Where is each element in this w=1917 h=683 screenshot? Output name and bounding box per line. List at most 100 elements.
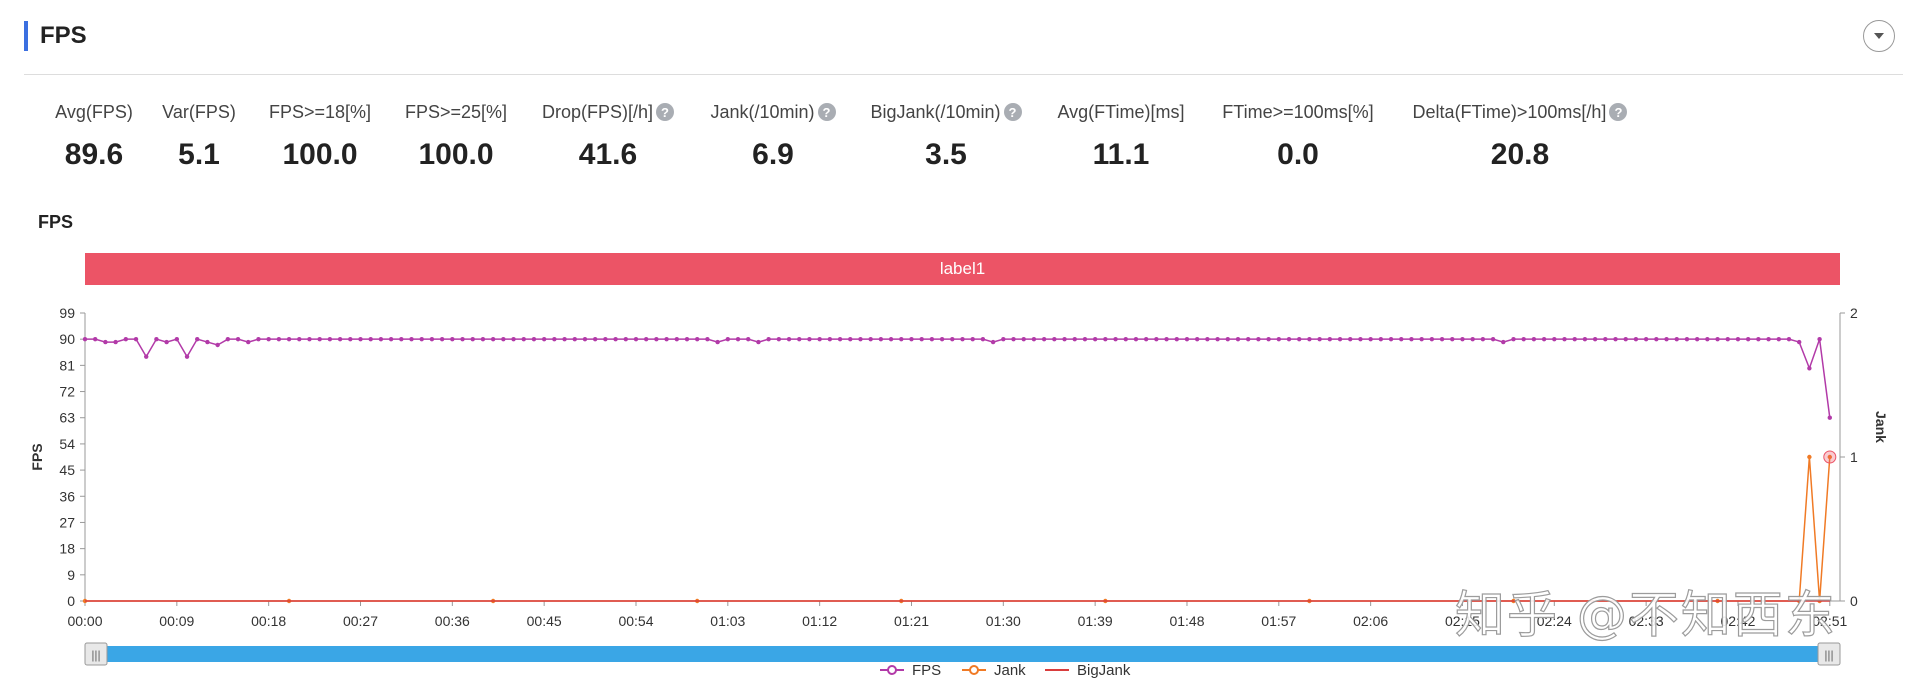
data-point [511,336,516,342]
data-point [1603,336,1608,342]
data-point [960,336,965,342]
help-icon[interactable]: ? [1609,103,1628,121]
x-tick-label: 01:57 [1261,613,1296,629]
data-point [103,339,108,345]
x-tick-label: 02:42 [1720,613,1755,629]
data-point [868,336,873,342]
data-point [1256,336,1261,342]
data-point [1674,336,1679,342]
data-point [1297,336,1302,342]
data-point [603,336,608,342]
metric-value: 41.6 [578,138,638,171]
help-icon[interactable]: ? [817,103,836,121]
help-icon[interactable]: ? [1003,103,1022,121]
data-point [1633,336,1639,342]
y-tick-label: 27 [59,514,75,530]
data-point [746,336,751,342]
data-point [817,336,822,342]
data-point [297,336,302,342]
y2-tick-label: 0 [1850,593,1858,609]
x-tick-label: 00:09 [159,613,194,629]
data-point [1103,336,1108,342]
metric-label: Var(FPS) [162,101,236,122]
data-point [572,336,577,342]
y-tick-label: 9 [67,567,75,583]
zoom-handle[interactable]: ||| [1817,642,1841,666]
y-tick-label: 81 [59,357,75,373]
data-point [317,336,322,342]
data-point [1021,336,1026,342]
header-divider [24,74,1903,75]
highlight-marker [1823,450,1837,464]
data-point [399,336,404,342]
data-point [929,336,935,342]
data-point [705,336,710,342]
label-band[interactable]: label1 [85,253,1840,285]
data-point [552,336,557,342]
data-point [93,336,98,342]
data-point [633,336,639,342]
data-point [1684,336,1690,342]
data-point [654,336,659,342]
data-point [592,336,598,342]
data-point [562,336,567,342]
data-point [184,354,190,359]
data-point [1388,336,1394,342]
data-point [1123,336,1128,342]
data-point [990,339,996,345]
data-point [1041,336,1047,342]
data-point [1807,366,1812,371]
x-tick-label: 01:12 [802,613,837,629]
metric-value: 0.0 [1277,138,1319,171]
data-point [786,336,792,342]
data-point [1276,336,1282,342]
data-point [1705,336,1710,342]
data-point [419,336,424,342]
y-tick-label: 36 [59,488,75,504]
legend-label: BigJank [1077,662,1131,679]
legend-item-jank[interactable]: Jank [962,662,1026,679]
data-point [450,336,455,342]
data-point [1419,336,1424,342]
zoom-handle[interactable]: ||| [84,642,108,666]
data-point [1817,336,1822,342]
data-point [756,339,761,345]
data-point [684,336,690,342]
legend-item-fps[interactable]: FPS [880,662,941,679]
data-point [695,336,700,342]
metric-label: Delta(FTime)>100ms[/h] [1412,101,1607,122]
metric-value: 100.0 [418,138,494,171]
data-point [837,336,843,342]
data-point [1194,336,1200,342]
x-tick-label: 01:39 [1078,613,1113,629]
x-tick-label: 00:54 [618,613,653,629]
metric-label: FTime>=100ms[%] [1222,101,1374,122]
data-point [133,336,139,342]
help-icon[interactable]: ? [656,103,675,121]
data-point [1001,336,1006,342]
data-point [1011,336,1016,342]
data-point [266,336,271,342]
data-point [1286,336,1292,342]
metric-label: Avg(FPS) [55,101,133,122]
legend-label: FPS [912,662,941,679]
data-point [541,336,547,342]
collapse-button[interactable] [1863,20,1895,52]
data-point [195,336,200,342]
data-point [1562,336,1567,342]
data-point [1480,336,1486,342]
data-point [827,336,833,342]
data-point [613,336,618,342]
chevron-down-icon [1874,33,1884,39]
data-point [939,336,945,342]
data-point [276,336,282,342]
data-point [327,336,333,342]
data-point [1490,336,1496,342]
data-point [429,336,435,342]
data-point [888,336,894,342]
data-point [480,336,486,342]
legend-item-bigjank[interactable]: BigJank [1045,662,1131,679]
x-tick-label: 01:21 [894,613,929,629]
data-point [1501,339,1506,345]
data-point [1470,336,1475,342]
